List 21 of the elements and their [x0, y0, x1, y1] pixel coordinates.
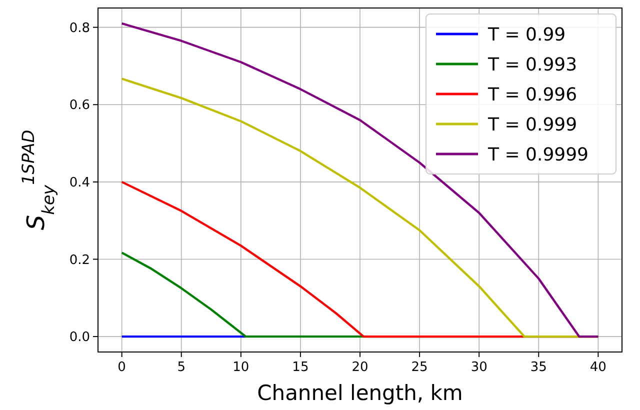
legend-label: T = 0.9999: [487, 144, 589, 166]
x-tick-label: 35: [530, 360, 547, 375]
y-tick-label: 0.2: [69, 252, 90, 268]
x-tick-label: 20: [352, 360, 368, 375]
y-tick-label: 0.4: [69, 175, 90, 190]
x-tick-label: 25: [411, 360, 428, 375]
x-axis-title: Channel length, km: [257, 381, 463, 405]
line-series: [120, 22, 600, 338]
legend-label: T = 0.993: [487, 54, 578, 76]
y-tick-label: 0.8: [69, 20, 90, 36]
y-tick-label: 0.6: [69, 98, 90, 114]
legend-label: T = 0.99: [487, 24, 566, 46]
x-tick-label: 30: [470, 360, 488, 375]
y-tick-label: 0.0: [69, 330, 90, 346]
legend-label: T = 0.996: [487, 84, 578, 106]
x-tick-label: 5: [177, 360, 186, 375]
x-tick-label: 10: [232, 360, 250, 375]
x-tick-label: 40: [590, 360, 606, 375]
x-tick-label: 15: [292, 360, 309, 375]
x-tick-label: 0: [118, 360, 126, 375]
legend-label: T = 0.999: [487, 114, 578, 136]
